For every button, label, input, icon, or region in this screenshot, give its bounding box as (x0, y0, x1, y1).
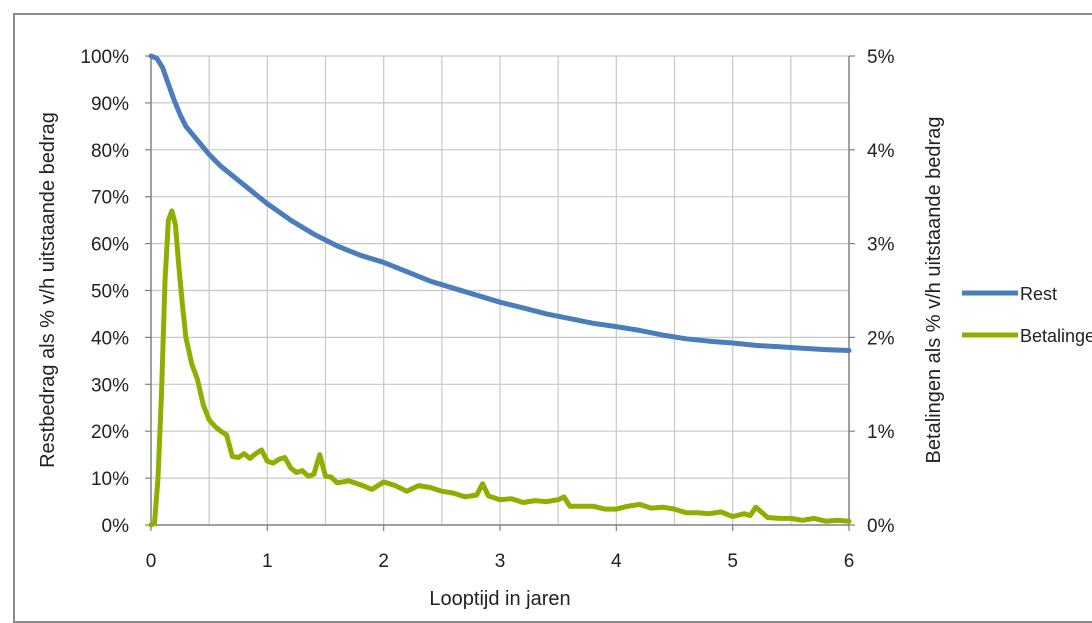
y2-tick-label: 2% (867, 328, 895, 349)
series-layer (148, 53, 852, 528)
y2-tick-label: 1% (867, 422, 895, 443)
y-tick-label: 80% (91, 141, 129, 162)
y-tick-label: 0% (102, 516, 130, 537)
y-tick-label: 50% (91, 282, 129, 303)
y-tick-label: 70% (91, 188, 129, 209)
x-tick-label: 6 (844, 551, 855, 572)
series-line-betalingen (148, 208, 852, 528)
x-tick-label: 0 (146, 551, 157, 572)
y-tick-label: 90% (91, 94, 129, 115)
series-line-rest (148, 53, 852, 353)
x-tick-label: 1 (262, 551, 273, 572)
y-tick-label: 30% (91, 375, 129, 396)
x-axis-title: Looptijd in jaren (429, 588, 570, 610)
y-tick-label: 40% (91, 328, 129, 349)
chart-frame (13, 13, 1092, 623)
legend-label-betalingen: Betalingen (1020, 326, 1092, 346)
y2-axis-title: Betalingen als % v/h uitstaande bedrag (923, 117, 945, 464)
y2-tick-label: 4% (867, 141, 895, 162)
x-tick-label: 3 (495, 551, 506, 572)
axes (145, 55, 855, 531)
tick-labels: 0% 10% 20% 30% 40% 50% 60% 70% 80% 90% 100% 0% 1% 2% 3… (80, 47, 894, 572)
y2-tick-label: 0% (867, 516, 895, 537)
y-axis-title: Restbedrag als % v/h uitstaande bedrag (37, 112, 59, 468)
y-tick-label: 60% (91, 235, 129, 256)
x-tick-label: 2 (378, 551, 389, 572)
legend: Rest Betalingen (962, 284, 1092, 346)
y-tick-label: 20% (91, 422, 129, 443)
y2-tick-label: 5% (867, 47, 895, 68)
x-tick-label: 5 (727, 551, 738, 572)
gridlines (151, 55, 849, 525)
legend-label-rest: Rest (1020, 284, 1057, 304)
y-tick-label: 100% (80, 47, 129, 68)
y-tick-label: 10% (91, 469, 129, 490)
y2-tick-label: 3% (867, 235, 895, 256)
x-tick-label: 4 (611, 551, 622, 572)
